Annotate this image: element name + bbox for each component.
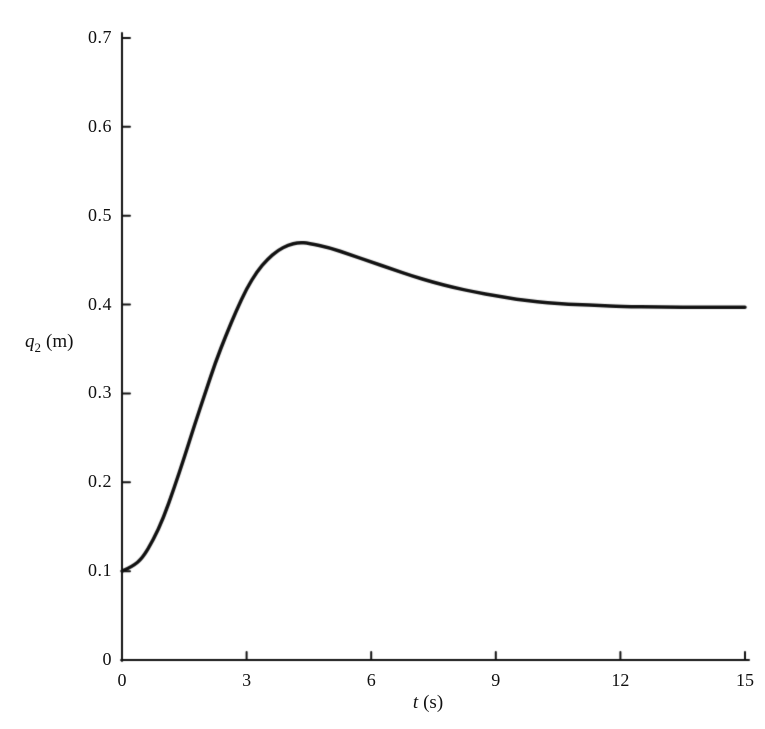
y-tick-label: 0.6 [88, 115, 112, 136]
x-tick-label: 3 [242, 670, 252, 690]
y-tick-label: 0.5 [88, 204, 112, 225]
x-axis-label: t (s) [413, 692, 443, 714]
x-axis-unit: (s) [423, 692, 444, 713]
x-tick-label: 0 [117, 670, 127, 690]
x-axis-variable: t [412, 692, 419, 713]
y-tick-label: 0.4 [88, 293, 112, 314]
x-tick-label: 12 [611, 670, 630, 690]
x-tick-label: 9 [491, 670, 501, 690]
x-tick-label: 6 [366, 670, 376, 690]
y-axis-unit: (m) [46, 331, 74, 352]
y-tick-label: 0.1 [88, 560, 112, 581]
y-tick-label: 0.2 [88, 471, 112, 492]
y-tick-label: 0.7 [88, 27, 112, 48]
y-tick-label: 0.3 [88, 382, 112, 403]
x-tick-label: 15 [736, 670, 754, 690]
y-tick-label: 0 [102, 649, 112, 670]
y-axis-label: q2 (m) [25, 331, 73, 356]
y-axis-subscript: 2 [34, 339, 42, 355]
y-axis-variable: q [25, 331, 35, 352]
